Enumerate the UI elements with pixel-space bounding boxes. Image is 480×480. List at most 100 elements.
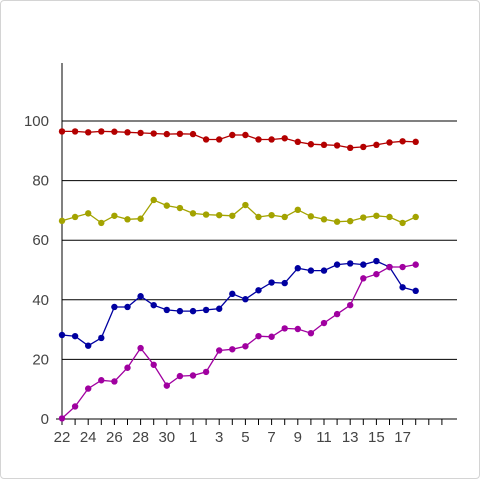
- data-point: [268, 333, 275, 340]
- data-point: [386, 263, 393, 271]
- data-point: [333, 218, 341, 225]
- data-point: [71, 213, 79, 221]
- x-tick-label: 26: [106, 429, 123, 446]
- data-point: [176, 130, 184, 138]
- y-axis-ticks: 0 20 40 60 80 100: [24, 113, 49, 428]
- data-point: [320, 319, 328, 327]
- data-point: [98, 128, 105, 135]
- data-point: [216, 136, 223, 143]
- data-point: [386, 139, 393, 146]
- data-point: [333, 261, 341, 268]
- data-point: [58, 331, 66, 339]
- data-point: [176, 204, 184, 212]
- data-point: [85, 210, 92, 217]
- gridlines: [62, 120, 457, 360]
- data-point: [85, 385, 92, 392]
- data-point: [307, 213, 315, 220]
- data-point: [202, 368, 210, 376]
- data-point: [189, 210, 197, 217]
- data-point: [255, 136, 262, 143]
- data-point: [242, 296, 249, 303]
- data-point: [111, 212, 118, 219]
- data-point: [347, 301, 354, 309]
- x-tick-label: 13: [342, 429, 359, 446]
- data-point: [255, 287, 262, 294]
- data-point: [360, 214, 367, 221]
- data-point: [320, 141, 328, 149]
- data-point: [268, 279, 275, 286]
- data-point: [399, 284, 406, 291]
- data-point: [137, 215, 144, 222]
- data-point: [294, 206, 301, 214]
- data-point: [71, 128, 79, 135]
- x-axis-ticks: 22 24 26 28 30 1 3 5 7 9 11 13 15 17: [54, 419, 443, 446]
- data-point: [412, 261, 419, 268]
- data-point: [294, 138, 301, 146]
- data-point: [307, 267, 315, 274]
- data-point: [111, 128, 118, 135]
- x-tick-label: 9: [294, 429, 302, 446]
- data-point: [333, 142, 341, 149]
- data-point: [124, 129, 131, 136]
- y-tick-label: 20: [32, 351, 49, 368]
- data-point: [124, 216, 131, 223]
- data-point: [176, 372, 184, 380]
- data-point: [124, 303, 131, 311]
- data-point: [360, 143, 367, 151]
- data-point: [229, 212, 236, 219]
- series-line: [61, 199, 416, 224]
- data-point: [268, 211, 275, 219]
- data-point: [268, 136, 275, 143]
- data-point: [163, 202, 170, 209]
- data-point: [373, 257, 380, 265]
- series-2: [58, 196, 419, 227]
- data-point: [202, 211, 210, 218]
- series-layer: [58, 128, 419, 422]
- y-tick-label: 80: [32, 173, 49, 190]
- data-point: [281, 213, 288, 221]
- data-point: [242, 201, 249, 209]
- data-point: [98, 219, 105, 227]
- data-point: [281, 279, 288, 287]
- data-point: [98, 334, 105, 342]
- data-point: [307, 141, 315, 148]
- data-point: [202, 136, 210, 143]
- x-tick-label: 3: [215, 429, 223, 446]
- data-point: [242, 131, 249, 139]
- axes: [56, 63, 457, 420]
- data-point: [124, 364, 131, 371]
- data-point: [294, 265, 301, 272]
- data-point: [307, 329, 315, 337]
- x-tick-label: 11: [316, 429, 332, 446]
- data-point: [163, 382, 170, 389]
- data-point: [373, 270, 380, 278]
- data-point: [360, 261, 367, 268]
- series-1: [58, 128, 419, 152]
- x-tick-label: 17: [394, 429, 411, 446]
- data-point: [216, 347, 223, 354]
- data-point: [111, 303, 118, 311]
- data-point: [360, 275, 367, 282]
- x-tick-label: 5: [241, 429, 249, 446]
- series-line: [61, 263, 416, 419]
- series-3: [58, 257, 419, 349]
- data-point: [281, 135, 288, 142]
- x-tick-label: 15: [368, 429, 385, 446]
- data-point: [111, 378, 118, 385]
- data-point: [163, 306, 170, 314]
- series-line: [62, 130, 416, 149]
- data-point: [333, 310, 341, 318]
- data-point: [189, 307, 197, 315]
- data-point: [386, 213, 393, 221]
- x-tick-label: 30: [158, 429, 175, 446]
- data-point: [373, 212, 380, 219]
- x-tick-label: 1: [189, 429, 197, 446]
- x-tick-label: 24: [80, 429, 97, 446]
- data-point: [281, 325, 288, 332]
- data-point: [85, 342, 92, 349]
- data-point: [320, 267, 328, 274]
- data-point: [216, 211, 223, 219]
- data-point: [137, 344, 144, 352]
- data-point: [255, 332, 262, 340]
